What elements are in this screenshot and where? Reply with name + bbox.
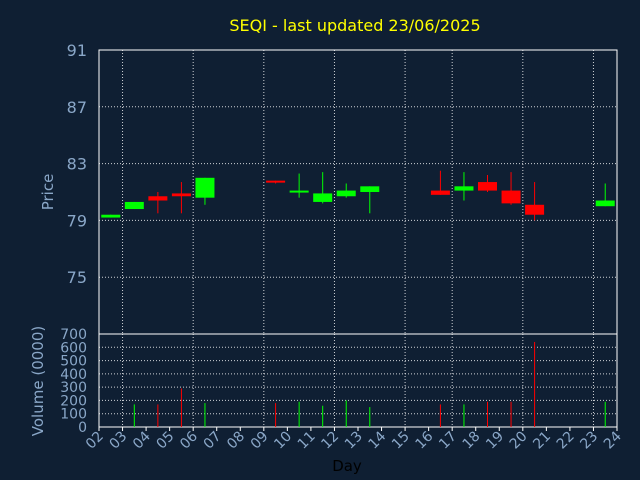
candle-body [101,214,121,218]
candle-body [478,182,497,191]
x-tick-label: 20 [507,429,531,453]
volume-tick-label: 200 [60,393,87,409]
x-tick-label: 03 [106,429,130,453]
volume-tick-label: 600 [60,340,87,356]
candle-body [124,201,144,210]
x-tick-label: 18 [460,429,484,453]
x-tick-label: 09 [248,429,272,453]
x-tick-label: 07 [201,429,225,453]
x-tick-label: 10 [271,429,295,453]
x-tick-label: 23 [577,429,601,453]
x-tick-label: 19 [483,429,507,453]
chart-title: SEQI - last updated 23/06/2025 [229,16,480,35]
volume-tick-label: 400 [60,367,87,383]
price-tick-label: 79 [67,211,87,230]
price-plot-area [98,49,618,335]
candle-body [360,186,380,192]
candle-body [171,193,191,197]
x-axis-label: Day [332,457,362,475]
candle-body [336,190,356,197]
volume-tick-label: 700 [60,327,87,343]
price-tick-label: 91 [67,41,87,60]
x-tick-label: 14 [365,428,389,452]
candle-body [289,190,309,193]
volume-tick-label: 500 [60,354,87,370]
candle-body [313,193,333,202]
x-tick-label: 22 [554,429,578,453]
candle-body [454,186,474,191]
x-tick-label: 05 [154,429,178,453]
x-tick-label: 15 [389,429,413,453]
candle-body [148,196,168,201]
candle-body [525,204,545,215]
price-panel: 75 79 83 87 91 [67,41,618,335]
x-tick-label: 06 [177,428,201,452]
x-tick-label: 11 [295,429,319,453]
volume-tick-label: 300 [60,380,87,396]
volume-tick-label: 0 [78,420,87,436]
x-tick-label: 12 [318,429,342,453]
x-tick-label: 21 [530,429,554,453]
candle-body [430,190,450,195]
price-axis-label: Price [39,174,57,211]
volume-axis-label: Volume (0000) [29,326,47,436]
price-tick-label: 87 [67,98,87,117]
x-tick-label: 16 [413,428,437,452]
x-tick-label: 17 [436,429,460,453]
volume-plot-area [98,333,618,428]
x-tick-label: 13 [342,429,366,453]
x-tick-label: 08 [224,429,248,453]
x-axis: 02 03 04 05 06 07 08 09 10 11 12 13 14 15 16 17 18 19 20 21… [83,427,625,452]
x-tick-label: 24 [601,428,625,452]
volume-tick-label: 100 [60,407,87,423]
candle-body [195,177,215,198]
x-tick-label: 04 [130,428,154,452]
price-tick-label: 83 [67,155,87,174]
candle-body [501,190,521,204]
candle-body [595,200,615,207]
candle-body [266,180,286,183]
price-tick-label: 75 [67,268,87,287]
